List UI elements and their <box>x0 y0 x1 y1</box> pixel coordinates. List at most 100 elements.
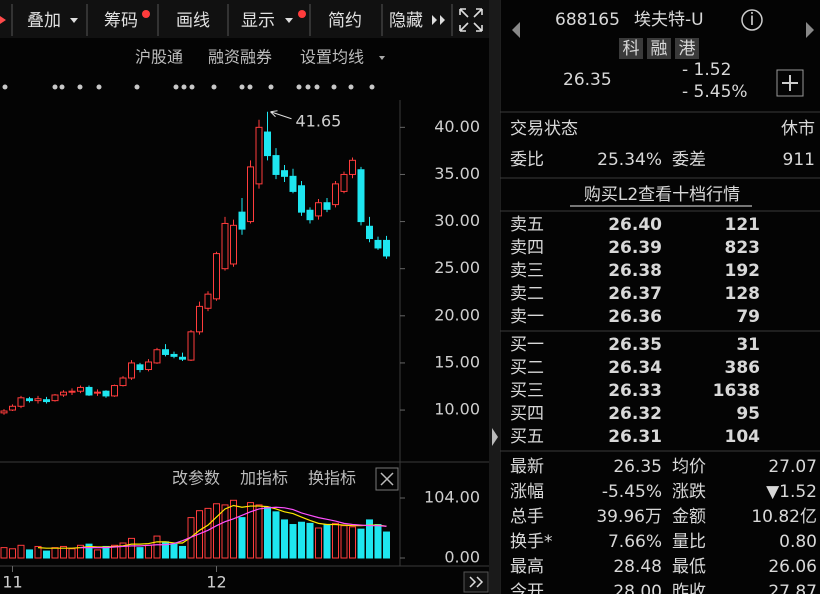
annotation-arrow <box>270 110 292 120</box>
expand-arrows <box>432 15 445 25</box>
volume-bar <box>289 524 297 559</box>
candle-body <box>68 390 76 393</box>
close-icon <box>380 472 394 486</box>
y-tick-label: 25.00 <box>434 258 480 277</box>
volume-bar <box>9 548 16 559</box>
candle-body <box>94 391 101 394</box>
add-button[interactable] <box>776 69 804 97</box>
toolbar-button[interactable]: 筹码 <box>104 11 138 31</box>
order-volume: 192 <box>725 261 761 281</box>
fullscreen-icon[interactable] <box>459 8 483 32</box>
order-label: 卖二 <box>510 284 544 304</box>
stat-value: ▼1.52 <box>766 482 817 502</box>
arrow <box>0 16 6 24</box>
volume-ma-line <box>37 504 387 549</box>
candle-body <box>85 386 93 396</box>
volume-bar <box>281 519 288 559</box>
candle-body <box>77 386 84 392</box>
stat-label: 量比 <box>672 532 706 552</box>
order-volume: 95 <box>736 404 760 424</box>
volume-bar <box>111 544 118 559</box>
volume-bar <box>272 511 280 559</box>
candle-body <box>366 225 373 240</box>
order-label: 买二 <box>510 358 544 378</box>
volume-bar <box>43 550 50 559</box>
toolbar-button[interactable]: 隐藏 <box>389 11 423 31</box>
stat-label: 昨收 <box>672 582 706 594</box>
candle-body <box>272 155 280 175</box>
candle-body <box>153 349 161 364</box>
indicator-button[interactable]: 加指标 <box>240 469 288 488</box>
candle-body <box>298 185 305 213</box>
stat-value: -5.45% <box>602 482 662 502</box>
stat-label: 今开 <box>510 582 544 594</box>
volume-ma-line <box>80 506 387 549</box>
dropdown-arrow <box>70 18 78 23</box>
prev-stock[interactable] <box>512 22 520 38</box>
stat-label: 最高 <box>510 557 544 577</box>
stock-tag: 港 <box>679 39 696 59</box>
info-icon[interactable] <box>741 9 763 31</box>
volume-bar <box>119 542 127 559</box>
stock-tag: 科 <box>623 39 640 59</box>
price-change: - 1.52 <box>682 60 731 80</box>
chart-link[interactable]: 沪股通 <box>135 48 183 67</box>
candle-body <box>196 305 203 333</box>
y-tick-label: 40.00 <box>434 117 480 136</box>
order-volume: 31 <box>736 335 760 355</box>
chart-link[interactable]: 设置均线 <box>300 48 364 67</box>
panel-divider <box>489 0 500 594</box>
toolbar <box>0 0 489 38</box>
toolbar-button[interactable]: 叠加 <box>27 11 61 31</box>
y-tick-label: 10.00 <box>434 400 480 419</box>
badge <box>298 10 306 18</box>
volume-bar <box>306 522 314 559</box>
candle-body <box>51 394 59 402</box>
order-price: 26.36 <box>608 307 662 327</box>
order-label: 买四 <box>510 404 544 424</box>
candle-body <box>264 131 271 157</box>
volume-bar <box>68 548 76 559</box>
volume-bar <box>315 527 322 559</box>
stock-code: 688165 <box>555 10 620 30</box>
stat-value: 27.87 <box>768 582 817 594</box>
volume-bar <box>357 528 365 559</box>
candle-body <box>170 353 178 357</box>
volume-bar <box>170 543 178 559</box>
candle-body <box>230 224 237 265</box>
stock-tag: 融 <box>651 39 668 59</box>
stat-label: 总手 <box>510 507 544 527</box>
volume-bar <box>298 521 305 559</box>
volume-bar <box>238 517 246 559</box>
badge <box>142 10 150 18</box>
l2-link[interactable]: 购买L2查看十档行情 <box>584 185 740 205</box>
close-button[interactable] <box>375 467 399 491</box>
order-volume: 386 <box>725 358 761 378</box>
status-value: 休市 <box>781 119 815 139</box>
indicator-button[interactable]: 换指标 <box>308 469 356 488</box>
dropdown-arrow <box>285 18 293 23</box>
candle-body <box>136 364 144 371</box>
candle-body <box>281 170 288 177</box>
next-stock[interactable] <box>806 22 814 38</box>
ratio-label: 委差 <box>672 150 706 170</box>
volume-bar <box>153 535 161 559</box>
volume-bar <box>0 547 8 559</box>
collapse-arrow[interactable] <box>492 428 498 446</box>
candle-body <box>162 349 169 355</box>
volume-bar <box>264 506 271 559</box>
stat-value: 26.35 <box>613 457 662 477</box>
order-volume: 128 <box>725 284 761 304</box>
candle-body <box>340 173 348 192</box>
candle-body <box>9 405 16 411</box>
volume-bar <box>51 547 59 559</box>
info-glyph: i <box>750 10 755 30</box>
volume-bar <box>213 503 220 559</box>
indicator-button[interactable]: 改参数 <box>172 469 220 488</box>
volume-bar <box>221 504 229 559</box>
chart-link[interactable]: 融资融券 <box>208 48 272 67</box>
toolbar-button[interactable]: 画线 <box>176 11 210 31</box>
toolbar-button[interactable]: 简约 <box>328 11 362 31</box>
toolbar-button[interactable]: 显示 <box>241 11 275 31</box>
